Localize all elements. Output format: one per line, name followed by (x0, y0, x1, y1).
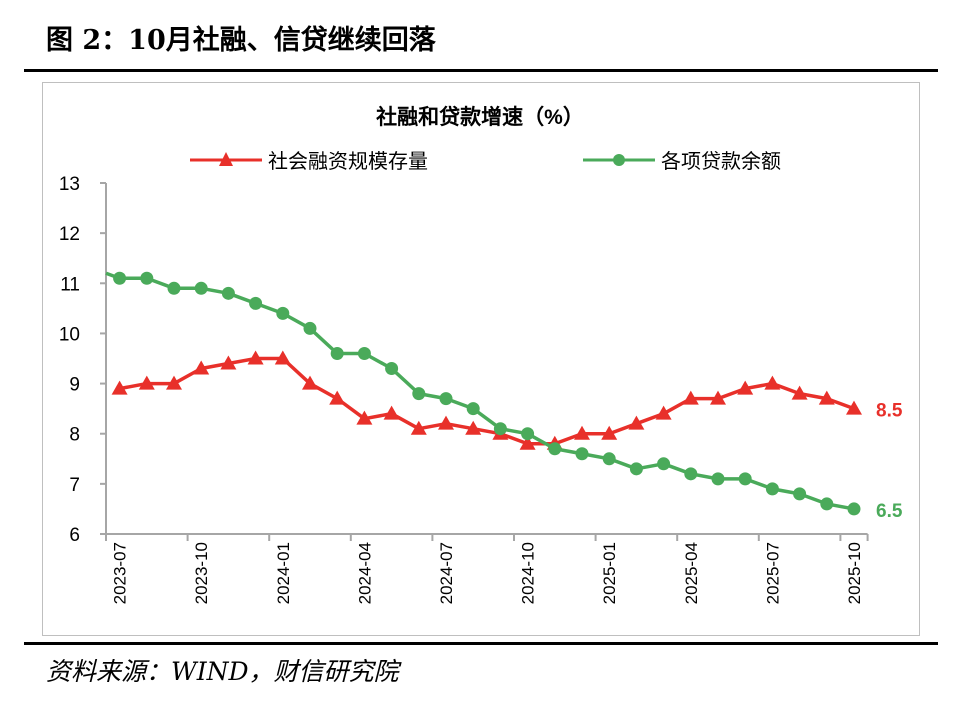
chart-title: 社融和贷款增速（%） (375, 105, 584, 129)
data-point-triangle (356, 410, 373, 425)
top-rule (24, 69, 938, 72)
data-point-circle (548, 442, 562, 456)
x-tick-label: 2025-04 (682, 542, 701, 604)
legend-label-loans: 各项贷款余额 (661, 150, 781, 173)
data-point-circle (194, 281, 208, 295)
data-point-triangle (383, 405, 400, 420)
y-tick-label: 11 (60, 274, 80, 295)
data-point-triangle (818, 390, 835, 405)
data-point-triangle (519, 435, 536, 450)
data-point-circle (385, 362, 399, 376)
data-point-triangle (329, 390, 346, 405)
y-tick-label: 7 (69, 475, 80, 496)
data-point-circle (684, 467, 698, 481)
data-point-triangle (465, 420, 482, 435)
data-point-circle (412, 387, 426, 401)
y-tick-label: 6 (69, 525, 80, 546)
source-note: 资料来源：WIND，财信研究院 (46, 657, 399, 686)
data-point-circle (113, 271, 127, 285)
series-line-0 (119, 356, 855, 446)
data-point-circle (602, 452, 616, 466)
data-point-triangle (628, 415, 645, 430)
data-point-triangle (574, 425, 590, 440)
legend-circle-marker (613, 154, 625, 166)
data-point-circle (820, 497, 834, 511)
data-point-triangle (302, 375, 318, 390)
data-point-triangle (247, 350, 264, 365)
legend: 社会融资规模存量 各项贷款余额 (190, 150, 781, 173)
data-point-triangle (220, 355, 237, 370)
data-point-triangle (682, 390, 699, 405)
data-point-triangle (111, 380, 128, 395)
data-point-triangle (410, 420, 427, 435)
data-point-circle (738, 472, 752, 486)
data-point-triangle (438, 415, 454, 430)
data-point-triangle (166, 375, 182, 390)
x-tick-label: 2025-01 (600, 542, 619, 604)
x-tick-label: 2024-01 (274, 542, 293, 604)
data-point-triangle (710, 390, 726, 405)
data-point-circle (330, 346, 344, 360)
x-tick-label: 2023-10 (192, 542, 211, 604)
legend-triangle-marker (219, 152, 233, 166)
data-point-circle (629, 462, 643, 476)
data-point-triangle (655, 405, 672, 420)
data-point-circle (466, 402, 480, 416)
x-tick-label: 2024-04 (355, 542, 374, 604)
y-tick-label: 12 (59, 224, 80, 245)
data-point-circle (167, 281, 181, 295)
data-point-circle (575, 447, 589, 461)
data-point-triangle (791, 385, 808, 400)
end-value-label: 6.5 (876, 501, 903, 522)
chart-frame (42, 82, 920, 636)
data-point-triangle (274, 350, 291, 365)
x-tick-label: 2024-10 (519, 542, 538, 604)
y-tick-label: 9 (69, 375, 80, 396)
data-point-triangle (601, 425, 618, 440)
data-point-circle (249, 296, 263, 310)
data-point-circle (276, 306, 290, 320)
data-point-triangle (764, 375, 781, 390)
data-point-circle (847, 502, 861, 516)
data-point-circle (657, 457, 671, 471)
y-tick-label: 10 (59, 324, 80, 345)
x-tick-label: 2025-07 (763, 542, 782, 604)
data-point-triangle (138, 375, 155, 390)
x-tick-label: 2024-07 (437, 542, 456, 604)
end-value-label: 8.5 (876, 401, 903, 422)
data-point-triangle (737, 380, 754, 395)
data-point-circle (439, 392, 453, 406)
data-point-triangle (846, 400, 862, 415)
data-point-circle (303, 321, 317, 335)
bottom-rule (24, 642, 938, 645)
x-tick-label: 2023-07 (111, 542, 130, 604)
data-point-circle (765, 482, 779, 496)
data-point-circle (493, 422, 507, 436)
data-point-triangle (193, 360, 210, 375)
y-tick-label: 13 (59, 174, 80, 195)
data-point-circle (140, 271, 154, 285)
data-point-circle (357, 346, 371, 360)
x-tick-label: 2025-10 (845, 542, 864, 604)
data-point-circle (221, 286, 235, 300)
data-point-circle (521, 427, 535, 441)
figure-title: 图 2：10月社融、信贷继续回落 (46, 25, 436, 56)
data-point-circle (793, 487, 807, 501)
y-tick-label: 8 (69, 425, 80, 446)
legend-label-social-financing: 社会融资规模存量 (268, 150, 428, 173)
data-point-circle (711, 472, 725, 486)
